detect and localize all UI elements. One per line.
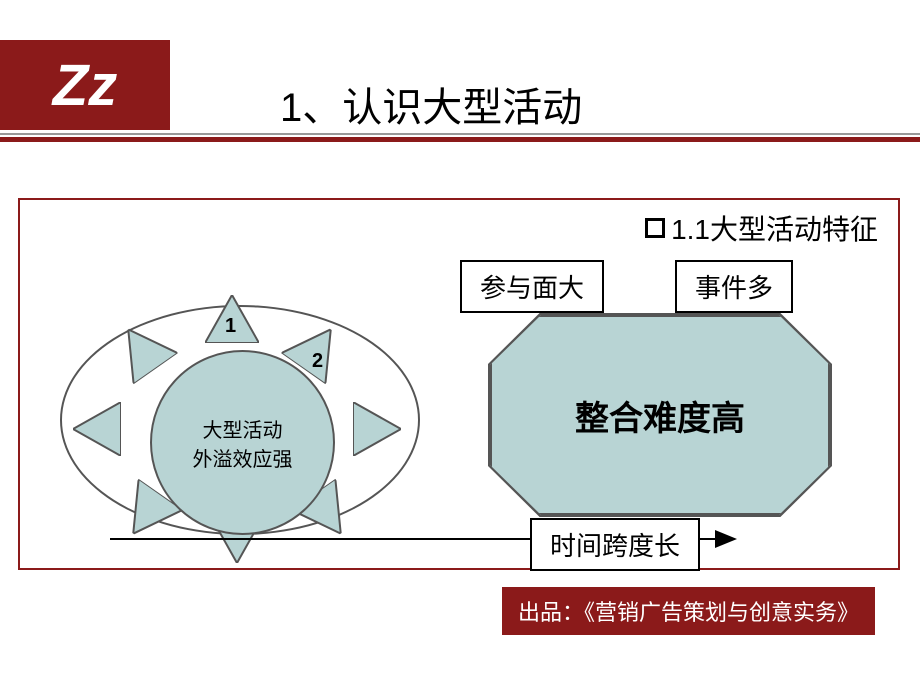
box-participation: 参与面大 [460, 260, 604, 313]
box-timespan: 时间跨度长 [530, 518, 700, 571]
sun-diagram: 1 2 大型活动 外溢效应强 [50, 250, 430, 560]
subtitle-text: 1.1大型活动特征 [671, 208, 878, 248]
triangle-7 [73, 402, 121, 456]
logo-text: Zz [53, 52, 117, 119]
content-panel: 1.1大型活动特征 1 2 大型活动 [18, 198, 900, 570]
center-text-2: 外溢效应强 [193, 443, 293, 472]
header: Zz 1、认识大型活动 [0, 0, 920, 135]
subtitle-row: 1.1大型活动特征 [645, 208, 878, 248]
triangle-3 [353, 402, 401, 456]
octagon: 整合难度高 [490, 315, 830, 515]
header-divider-thin [0, 133, 920, 135]
logo-box: Zz [0, 40, 170, 130]
octagon-text: 整合难度高 [575, 391, 745, 440]
center-text-1: 大型活动 [203, 414, 283, 443]
triangle-label-1: 1 [225, 315, 236, 338]
footer-credit: 出品：《营销广告策划与创意实务》 [502, 587, 875, 635]
header-divider [0, 137, 920, 142]
triangle-label-2: 2 [312, 350, 323, 373]
box-events: 事件多 [675, 260, 793, 313]
bullet-square-icon [645, 218, 665, 238]
page-title: 1、认识大型活动 [280, 75, 582, 133]
center-circle: 大型活动 外溢效应强 [150, 350, 335, 535]
timeline-arrow-head-icon [715, 530, 737, 548]
